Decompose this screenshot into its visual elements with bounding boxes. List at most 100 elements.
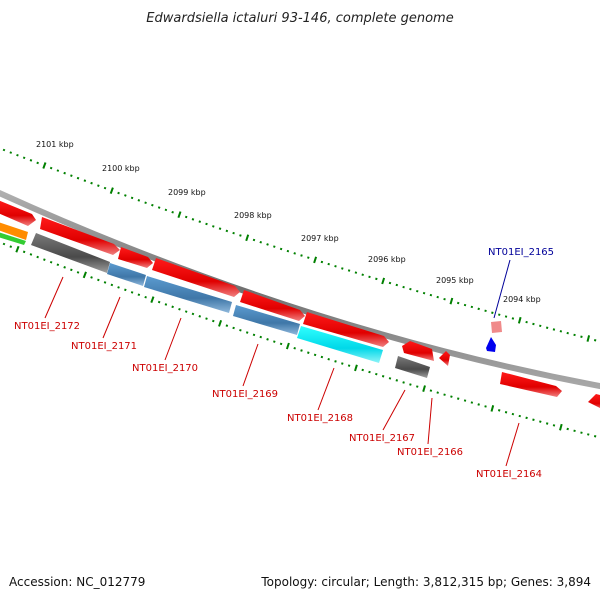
- minor-tick: [456, 397, 460, 400]
- minor-tick: [566, 427, 569, 431]
- cds-gray: [31, 233, 110, 273]
- major-tick: [381, 277, 386, 285]
- reverse-cds-track: [0, 222, 430, 378]
- minor-tick: [347, 269, 351, 272]
- major-tick: [245, 234, 250, 242]
- scale-label-2094: 2094 kbp: [503, 295, 541, 304]
- minor-tick: [409, 287, 412, 291]
- minor-tick: [525, 320, 528, 324]
- gene-labels: NT01EI_2172 NT01EI_2171 NT01EI_2170 NT01…: [14, 247, 554, 480]
- major-tick: [517, 316, 522, 324]
- major-tick: [490, 405, 495, 412]
- minor-tick: [320, 355, 324, 359]
- minor-tick: [259, 335, 263, 339]
- minor-tick: [76, 176, 80, 180]
- scale-labels: 2101 kbp 2100 kbp 2099 kbp 2098 kbp 2097…: [36, 140, 541, 304]
- minor-tick: [368, 275, 371, 279]
- minor-tick: [320, 260, 324, 264]
- minor-tick: [580, 335, 583, 338]
- minor-tick: [191, 312, 195, 316]
- leader-line: [382, 389, 406, 431]
- minor-tick: [49, 260, 53, 264]
- minor-tick: [388, 377, 392, 380]
- minor-tick: [239, 234, 242, 237]
- minor-tick: [463, 303, 467, 307]
- minor-tick: [110, 283, 114, 287]
- minor-tick: [341, 267, 344, 270]
- minor-tick: [559, 330, 563, 333]
- minor-tick: [456, 301, 460, 305]
- minor-tick: [259, 240, 263, 244]
- gene-label-leaders: [44, 276, 520, 467]
- minor-tick: [279, 342, 283, 346]
- minor-tick: [90, 276, 93, 279]
- major-tick: [15, 245, 20, 253]
- minor-tick: [334, 360, 337, 363]
- minor-tick: [497, 409, 501, 412]
- cds-green: [0, 232, 26, 245]
- major-tick: [449, 297, 454, 305]
- minor-tick: [9, 151, 13, 154]
- cds-arrow: [152, 258, 240, 297]
- minor-tick: [117, 286, 120, 289]
- minor-tick: [266, 338, 269, 341]
- minor-tick: [477, 307, 480, 311]
- minor-tick: [212, 319, 215, 323]
- leader-line: [102, 296, 121, 339]
- minor-tick: [171, 210, 174, 214]
- minor-tick: [36, 161, 39, 165]
- minor-tick: [361, 368, 364, 372]
- scale-label-2096: 2096 kbp: [368, 255, 406, 264]
- minor-tick: [470, 305, 474, 309]
- minor-tick: [117, 191, 120, 195]
- minor-tick: [518, 414, 521, 418]
- leader-line: [242, 343, 259, 387]
- minor-tick: [157, 206, 161, 209]
- cds-arrow: [0, 200, 36, 226]
- cds-gray: [395, 356, 430, 378]
- cds-arrow: [240, 290, 305, 321]
- minor-tick: [402, 381, 405, 384]
- leader-line-blue: [493, 259, 511, 319]
- minor-tick: [124, 288, 127, 292]
- minor-tick: [212, 225, 215, 228]
- minor-tick: [286, 249, 290, 253]
- scale-label-2100: 2100 kbp: [102, 164, 140, 173]
- minor-tick: [2, 242, 6, 246]
- minor-tick: [266, 243, 269, 246]
- minor-tick: [157, 300, 161, 304]
- cds-arrow: [439, 351, 450, 366]
- minor-tick: [184, 215, 188, 219]
- minor-tick: [429, 293, 433, 297]
- major-tick: [42, 162, 47, 169]
- minor-tick: [422, 291, 426, 295]
- minor-tick: [491, 311, 494, 314]
- minor-tick: [593, 435, 597, 438]
- major-tick: [354, 364, 358, 372]
- major-tick: [177, 211, 182, 219]
- cds-arrow-faint: [491, 321, 502, 333]
- minor-tick: [484, 309, 487, 313]
- minor-tick: [83, 179, 87, 182]
- minor-tick: [9, 245, 13, 248]
- outer-scale-ticks: [2, 148, 597, 342]
- minor-tick: [375, 372, 378, 376]
- minor-tick: [16, 153, 19, 157]
- cds-arrow: [118, 247, 153, 268]
- minor-tick: [402, 285, 405, 289]
- gene-label-2172: NT01EI_2172: [14, 321, 80, 332]
- minor-tick: [56, 169, 60, 172]
- minor-tick: [361, 273, 364, 277]
- minor-tick: [225, 229, 229, 233]
- cds-steelblue: [144, 276, 232, 313]
- minor-tick: [2, 148, 6, 152]
- minor-tick: [573, 429, 576, 433]
- cds-orange: [0, 222, 28, 240]
- minor-tick: [525, 416, 528, 420]
- minor-tick: [97, 184, 100, 187]
- minor-tick: [232, 231, 235, 235]
- minor-tick: [252, 238, 256, 242]
- genome-summary-text: Topology: circular; Length: 3,812,315 bp…: [260, 575, 591, 589]
- gene-label-2164: NT01EI_2164: [476, 469, 542, 480]
